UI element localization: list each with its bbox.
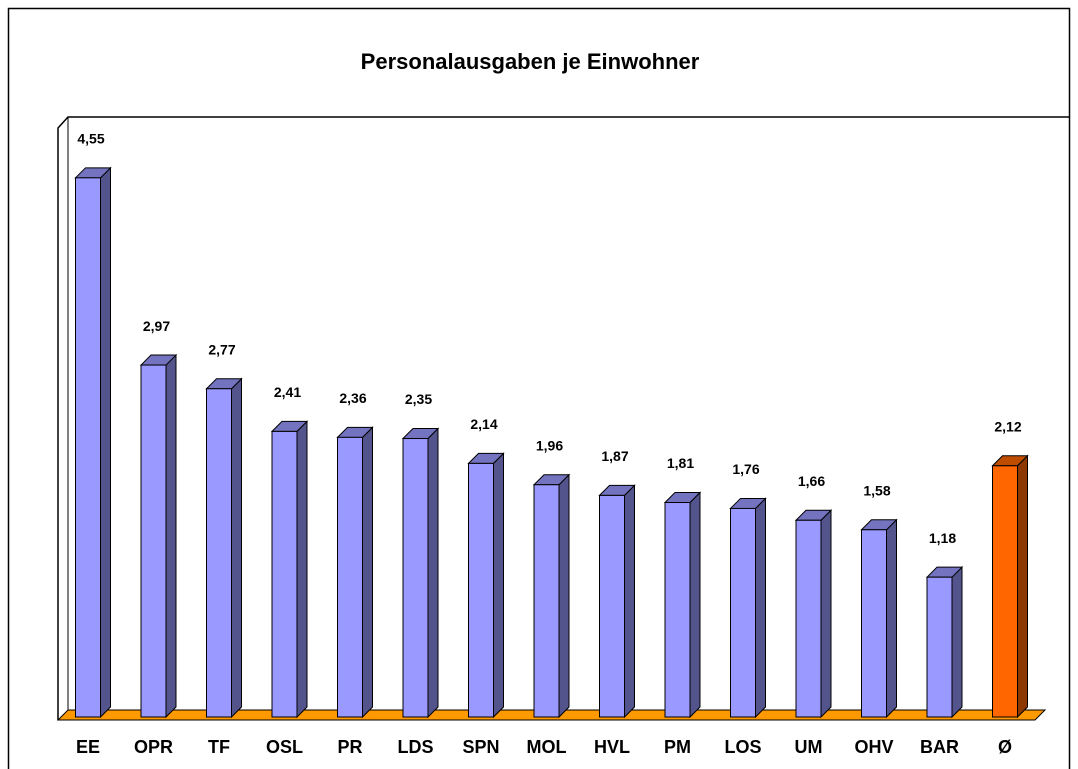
x-tick-label: LDS <box>398 737 434 757</box>
bar-side <box>886 518 897 719</box>
bar-front <box>271 430 298 718</box>
bar-front <box>337 436 363 718</box>
x-tick-label: TF <box>208 737 230 757</box>
bar-front <box>664 502 691 718</box>
bar-front <box>75 177 101 718</box>
x-tick-label: SPN <box>462 737 499 757</box>
bar <box>925 565 964 719</box>
value-label: 2,36 <box>339 390 366 406</box>
bar-side <box>624 484 635 719</box>
bar-front <box>533 484 560 718</box>
bar-side <box>427 427 439 719</box>
value-label: 2,12 <box>994 418 1021 434</box>
bar <box>74 166 112 719</box>
chart-title: Personalausgaben je Einwohner <box>361 49 700 74</box>
bar <box>205 377 243 719</box>
bar <box>794 509 833 719</box>
bar-side <box>165 353 177 719</box>
x-tick-label: BAR <box>920 737 959 757</box>
bar-side <box>755 497 766 719</box>
value-label: 1,87 <box>601 448 628 464</box>
bar <box>467 452 505 719</box>
value-label: 1,76 <box>732 461 759 477</box>
bar-front <box>402 438 429 718</box>
value-label: 2,77 <box>208 341 235 357</box>
value-label: 2,35 <box>405 391 432 407</box>
bar <box>336 426 374 719</box>
bar <box>663 491 702 719</box>
x-tick-label: OSL <box>266 737 303 757</box>
bar-side <box>1017 454 1028 719</box>
bar-front <box>730 507 756 718</box>
bar-side <box>558 473 570 719</box>
bar <box>401 427 440 719</box>
bar-front <box>992 465 1018 718</box>
bar-front <box>468 462 494 718</box>
bar-side <box>951 565 963 719</box>
bar <box>991 454 1029 719</box>
value-label: 1,58 <box>863 482 890 498</box>
x-tick-label: LOS <box>724 737 761 757</box>
bar-front <box>140 364 167 718</box>
x-tick-label: HVL <box>594 737 630 757</box>
bar-front <box>206 388 232 718</box>
bar-side <box>689 491 701 719</box>
value-label: 1,96 <box>536 437 563 453</box>
value-label: 2,41 <box>274 384 301 400</box>
x-tick-label: OPR <box>134 737 173 757</box>
bar-side <box>100 166 111 719</box>
x-tick-label: EE <box>76 737 100 757</box>
bar <box>729 497 767 719</box>
bar <box>598 484 636 719</box>
bar-side <box>820 509 832 719</box>
x-tick-label: MOL <box>527 737 567 757</box>
bar <box>532 473 571 719</box>
bar <box>270 420 309 719</box>
bar-front <box>861 529 887 718</box>
value-label: 2,97 <box>143 318 170 334</box>
back-wall <box>57 116 1070 720</box>
bar <box>139 353 178 719</box>
x-tick-label: UM <box>795 737 823 757</box>
bar-front <box>599 494 625 718</box>
bar-side <box>493 452 504 719</box>
bar-side <box>296 420 308 719</box>
bar <box>860 518 898 719</box>
value-label: 1,18 <box>929 530 956 546</box>
x-tick-label: OHV <box>854 737 893 757</box>
value-label: 4,55 <box>77 131 104 147</box>
bar-side <box>362 426 373 719</box>
x-tick-label: Ø <box>998 737 1012 757</box>
value-label: 1,81 <box>667 455 694 471</box>
bar-front <box>926 576 953 718</box>
value-label: 2,14 <box>470 416 497 432</box>
bar-side <box>231 377 242 719</box>
value-label: 1,66 <box>798 473 825 489</box>
x-tick-label: PR <box>337 737 362 757</box>
bar-front <box>795 519 822 718</box>
x-tick-label: PM <box>664 737 691 757</box>
